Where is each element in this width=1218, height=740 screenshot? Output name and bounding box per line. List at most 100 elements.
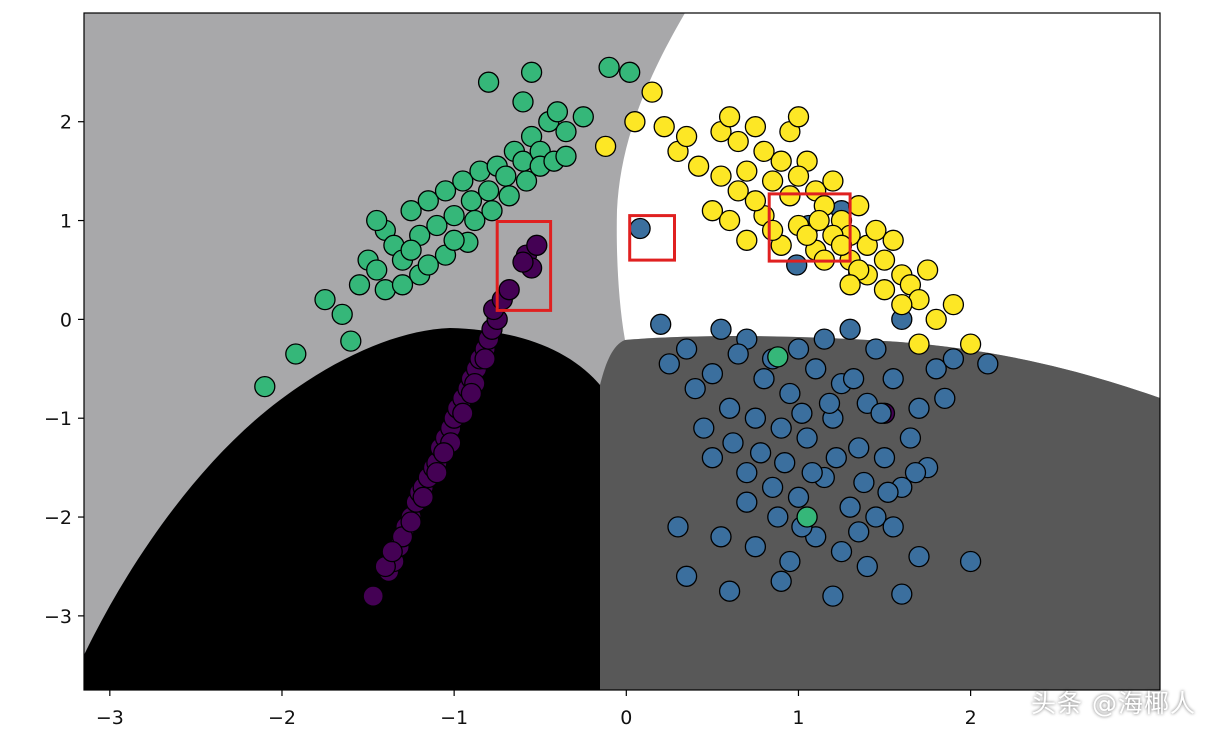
data-point-class-1 (853, 471, 875, 494)
data-point-class-0 (512, 251, 534, 273)
data-point-class-1 (856, 555, 878, 578)
data-point-class-1 (710, 318, 732, 340)
data-point-class-2 (555, 120, 577, 143)
data-point-class-3 (830, 234, 853, 256)
data-point-class-1 (727, 343, 749, 365)
data-point-class-3 (808, 209, 830, 232)
data-point-class-0 (426, 461, 448, 484)
highlight-boxes (495, 192, 852, 312)
data-point-class-3 (653, 116, 675, 138)
data-point-class-3 (779, 185, 801, 207)
data-point-class-3 (727, 180, 749, 202)
data-point-class-0 (362, 585, 384, 607)
data-point-class-1 (761, 476, 784, 499)
data-point-class-3 (787, 106, 810, 128)
x-tick-label: 0 (620, 707, 632, 729)
data-point-class-2 (417, 254, 439, 276)
data-point-class-2 (254, 375, 276, 398)
data-point-class-3 (787, 165, 810, 187)
points-layer (254, 56, 999, 607)
data-point-class-3 (687, 155, 710, 177)
data-point-class-2 (598, 56, 620, 79)
data-point-class-1 (767, 506, 789, 528)
data-point-class-1 (934, 387, 956, 410)
data-point-class-1 (848, 437, 870, 459)
x-tick-label: −2 (268, 707, 296, 729)
data-point-class-2 (400, 200, 422, 222)
data-point-class-1 (718, 580, 741, 602)
data-point-class-0 (526, 234, 548, 256)
data-point-class-1 (882, 368, 904, 390)
data-point-class-0 (452, 402, 474, 424)
data-point-class-1 (818, 392, 841, 415)
data-point-class-2 (331, 303, 353, 326)
data-point-class-2 (391, 274, 414, 296)
data-point-class-3 (736, 160, 758, 182)
data-point-class-3 (865, 219, 887, 242)
data-point-class-1 (753, 368, 775, 390)
data-point-class-1 (770, 417, 792, 439)
data-point-class-1 (629, 217, 651, 240)
data-point-class-1 (848, 521, 870, 543)
data-point-class-1 (787, 338, 810, 360)
data-point-class-1 (904, 461, 927, 484)
y-tick-label: 1 (60, 211, 72, 233)
data-point-class-2 (464, 209, 486, 232)
data-point-class-1 (830, 540, 853, 563)
data-point-class-1 (658, 353, 680, 375)
y-tick-label: 0 (60, 309, 72, 331)
data-point-class-3 (822, 170, 844, 192)
data-point-class-2 (515, 170, 538, 192)
data-point-class-1 (701, 363, 724, 385)
data-point-class-1 (744, 407, 767, 429)
data-point-class-1 (865, 338, 887, 360)
data-point-class-1 (675, 338, 698, 360)
data-point-class-3 (959, 333, 982, 355)
data-point-class-2 (285, 343, 307, 365)
region-yellow (616, 13, 1160, 398)
data-point-class-0 (433, 442, 455, 464)
data-point-class-3 (916, 259, 939, 281)
data-point-class-3 (675, 125, 698, 148)
data-point-class-3 (770, 150, 792, 172)
data-point-class-1 (791, 402, 813, 424)
data-point-class-0 (412, 486, 434, 508)
data-point-class-1 (796, 427, 818, 449)
data-point-class-3 (848, 195, 870, 217)
data-point-class-0 (381, 540, 403, 563)
data-point-class-3 (624, 111, 646, 133)
data-point-class-1 (744, 536, 767, 558)
x-tick-label: 2 (965, 707, 977, 729)
data-point-class-2 (443, 229, 465, 251)
highlight-box-2 (628, 214, 677, 262)
y-tick-label: 2 (60, 112, 72, 134)
data-point-class-1 (779, 382, 801, 405)
data-point-class-1 (813, 328, 835, 350)
y-tick-label: −2 (44, 507, 72, 529)
data-point-class-2 (498, 185, 520, 207)
data-point-class-3 (736, 229, 758, 251)
data-point-class-1 (770, 570, 792, 592)
data-point-class-1 (650, 313, 672, 335)
data-point-class-3 (839, 274, 861, 296)
data-point-class-1 (942, 348, 965, 370)
data-point-class-1 (722, 432, 744, 454)
data-point-class-3 (753, 140, 775, 163)
data-point-class-1 (873, 447, 896, 469)
data-point-class-1 (865, 506, 887, 528)
data-point-class-1 (925, 358, 947, 380)
data-point-class-0 (498, 279, 520, 301)
data-point-class-1 (701, 447, 724, 469)
data-point-class-2 (495, 165, 517, 187)
data-point-class-3 (727, 130, 749, 153)
data-point-class-3 (761, 219, 784, 242)
x-tick-label: 1 (792, 707, 804, 729)
y-tick-label: −1 (44, 408, 72, 430)
data-point-class-3 (718, 209, 741, 232)
data-point-class-3 (925, 308, 947, 331)
data-point-class-2 (796, 506, 818, 528)
data-point-class-1 (870, 402, 892, 424)
data-point-class-1 (774, 452, 796, 474)
data-point-class-2 (426, 214, 448, 237)
